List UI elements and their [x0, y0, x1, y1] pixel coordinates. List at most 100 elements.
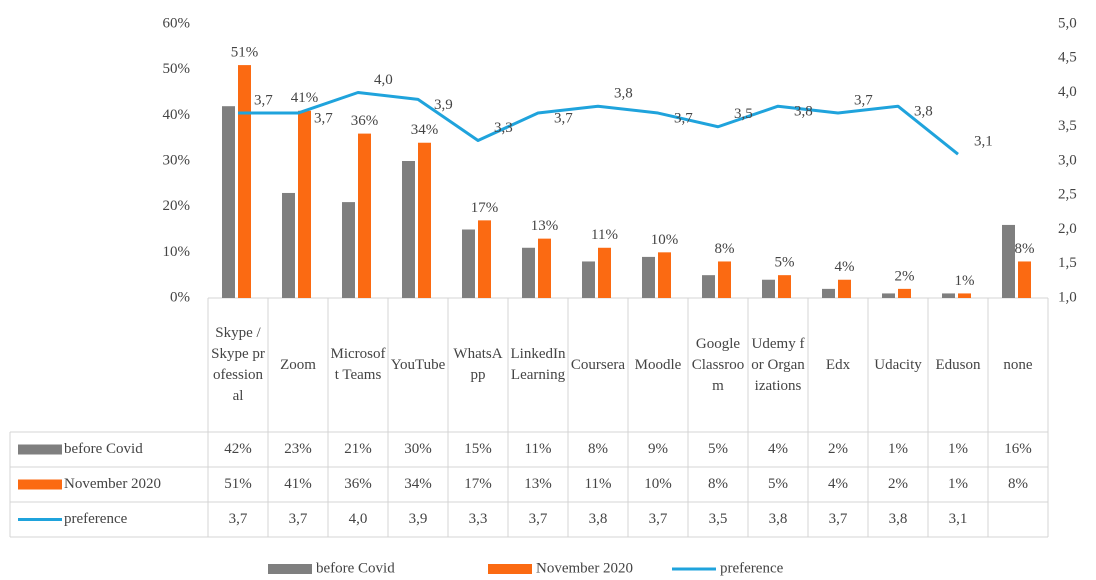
table-cell: 10% — [644, 476, 672, 492]
bar — [402, 161, 415, 298]
data-label: 4,0 — [374, 72, 393, 88]
bar — [958, 293, 971, 298]
bar — [1002, 224, 1015, 298]
bar — [942, 293, 955, 298]
table-cell: 3,3 — [469, 511, 488, 527]
y-tick-label: 30% — [163, 152, 191, 168]
y2-tick-label: 1,5 — [1058, 255, 1077, 271]
table-cell: 3,7 — [289, 511, 308, 527]
table-cell: 3,7 — [649, 511, 668, 527]
table-cell: 3,7 — [829, 511, 848, 527]
category-cell: none — [1003, 357, 1032, 373]
data-label: 10% — [651, 232, 679, 248]
table-cell: 2% — [828, 441, 848, 457]
y-tick-label: 20% — [163, 198, 191, 214]
bar — [342, 202, 355, 298]
legend-key — [268, 564, 312, 574]
table-cell: 36% — [344, 476, 372, 492]
bar — [582, 261, 595, 298]
category-cell: Udemy for Organizations — [751, 335, 805, 394]
x-tick-label: Google Classroom — [691, 335, 745, 394]
y2-tick-label: 5,0 — [1058, 15, 1077, 31]
data-label: 3,7 — [854, 92, 873, 108]
table-cell: 21% — [344, 441, 372, 457]
table-row-label: before Covid — [64, 441, 143, 457]
bar — [898, 288, 911, 298]
y2-tick-label: 4,0 — [1058, 84, 1077, 100]
data-label: 3,7 — [674, 110, 693, 126]
data-label: 2% — [895, 268, 915, 284]
x-tick-label: WhatsApp — [453, 346, 503, 383]
data-label: 3,8 — [794, 104, 813, 120]
y2-tick-label: 3,0 — [1058, 152, 1077, 168]
x-tick-label: Udemy for Organizations — [751, 335, 805, 394]
data-label: 8% — [1015, 241, 1035, 257]
table-cell: 34% — [404, 476, 432, 492]
table-cell: 3,7 — [229, 511, 248, 527]
y2-tick-label: 1,0 — [1058, 289, 1077, 305]
bar — [478, 220, 491, 298]
table-cell: 3,1 — [949, 511, 968, 527]
table-cell: 3,8 — [769, 511, 788, 527]
y-tick-label: 10% — [163, 244, 191, 260]
legend-key — [488, 564, 532, 574]
x-tick-label: Edx — [825, 356, 851, 373]
bar — [762, 279, 775, 298]
table-cell: 3,9 — [409, 511, 428, 527]
category-cell: Edx — [825, 356, 851, 373]
data-label: 36% — [351, 113, 379, 129]
table-cell: 3,8 — [889, 511, 908, 527]
x-tick-label: LinkedIn Learning — [510, 346, 566, 383]
bar — [282, 192, 295, 298]
bar — [658, 252, 671, 298]
bar — [1018, 261, 1031, 298]
table-cell: 17% — [464, 476, 492, 492]
data-label: 3,7 — [254, 92, 273, 108]
y2-tick-label: 4,5 — [1058, 50, 1077, 66]
category-cell: LinkedIn Learning — [510, 346, 566, 383]
bar — [778, 275, 791, 298]
table-cell: 5% — [708, 441, 728, 457]
bar — [462, 229, 475, 298]
y-tick-label: 40% — [163, 107, 191, 123]
table-cell: 11% — [525, 441, 552, 457]
data-label: 34% — [411, 122, 439, 138]
data-label: 11% — [591, 227, 618, 243]
x-tick-label: Moodle — [634, 356, 682, 373]
line — [238, 91, 959, 156]
data-label: 3,8 — [914, 104, 933, 120]
table-cell: 1% — [948, 441, 968, 457]
table-cell: 3,8 — [589, 511, 608, 527]
table-cell: 8% — [708, 476, 728, 492]
table-legend-key — [18, 479, 62, 490]
table-cell: 9% — [648, 441, 668, 457]
category-cell: Coursera — [570, 356, 626, 373]
table-cell: 8% — [588, 441, 608, 457]
y2-tick-label: 2,5 — [1058, 187, 1077, 203]
data-label: 3,1 — [974, 134, 993, 150]
bar — [238, 65, 251, 298]
table-cell: 13% — [524, 476, 552, 492]
data-label: 3,5 — [734, 106, 753, 122]
data-label: 3,7 — [554, 110, 573, 126]
y2-tick-label: 2,0 — [1058, 221, 1077, 237]
y-tick-label: 0% — [170, 289, 190, 305]
table-legend-key — [18, 444, 62, 455]
table-row-label: November 2020 — [64, 476, 161, 492]
data-label: 17% — [471, 200, 499, 216]
data-label: 3,8 — [614, 86, 633, 102]
table-cell: 15% — [464, 441, 492, 457]
bar — [298, 110, 311, 299]
data-label: 13% — [531, 218, 559, 234]
x-tick-label: Udacity — [874, 356, 922, 373]
data-label: 4% — [835, 259, 855, 275]
category-cell: Zoom — [280, 357, 316, 373]
table-cell: 1% — [888, 441, 908, 457]
data-label: 1% — [955, 273, 975, 289]
table-cell: 42% — [224, 441, 252, 457]
category-cell: Microsoft Teams — [331, 346, 386, 383]
data-label: 8% — [715, 241, 735, 257]
data-label: 3,9 — [434, 97, 453, 113]
data-label: 5% — [775, 255, 795, 271]
x-tick-label: Coursera — [570, 356, 626, 373]
